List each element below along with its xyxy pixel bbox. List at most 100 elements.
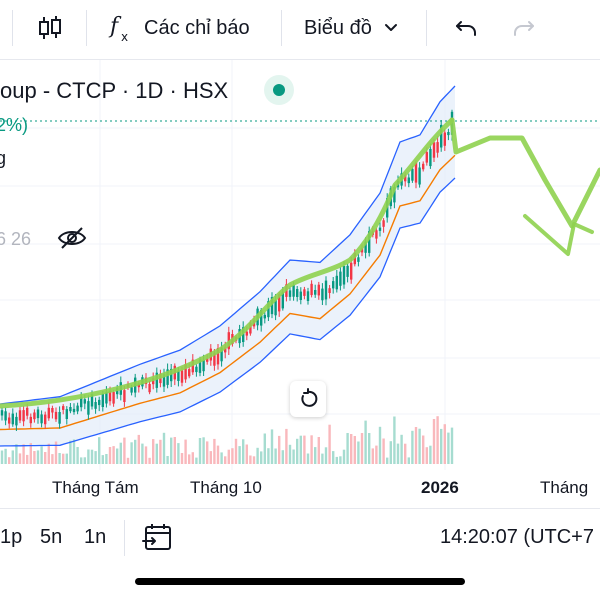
- candle-body: [195, 366, 198, 373]
- candle-body: [249, 322, 252, 334]
- volume-bar: [263, 433, 266, 464]
- candle-body: [447, 132, 450, 136]
- candlestick-button[interactable]: [36, 0, 66, 56]
- volume-bar: [371, 448, 374, 464]
- volume-bar: [51, 454, 54, 464]
- volume-bar: [418, 428, 421, 464]
- market-status-indicator[interactable]: [264, 75, 294, 105]
- candle-body: [368, 231, 371, 253]
- volume-bar: [195, 457, 198, 464]
- volume-bar: [123, 437, 126, 464]
- volume-bar: [191, 452, 194, 464]
- range-1n[interactable]: 1n: [84, 525, 107, 548]
- range-5n[interactable]: 5n: [40, 525, 63, 548]
- candle-body: [90, 394, 94, 407]
- x-axis-label: Tháng: [540, 478, 589, 497]
- candle-body: [47, 407, 50, 419]
- volume-bar: [22, 444, 25, 464]
- volume-bar: [80, 457, 83, 464]
- volume-bar: [281, 450, 284, 464]
- candle-body: [123, 390, 126, 402]
- volume-bar: [321, 453, 324, 464]
- toolbar-separator: [86, 10, 87, 46]
- volume-bar: [389, 441, 392, 464]
- volume-bar: [0, 450, 4, 464]
- volume-bar: [411, 430, 414, 464]
- candle-body: [101, 393, 104, 407]
- indicators-button[interactable]: f x Các chỉ báo: [108, 0, 250, 56]
- volume-bar: [339, 456, 342, 464]
- legend-indicator-values: 6 26: [0, 229, 32, 249]
- eye-off-icon[interactable]: [56, 226, 88, 250]
- price-change-percent: 2%): [0, 115, 29, 135]
- candle-body: [436, 142, 439, 153]
- candle-body: [404, 174, 407, 182]
- candle-body: [432, 142, 436, 158]
- clock-time[interactable]: 14:20:07 (UTC+7: [440, 525, 594, 548]
- volume-bar: [58, 453, 61, 464]
- candle-body: [94, 402, 97, 409]
- volume-bars: [0, 416, 454, 464]
- volume-bar: [288, 444, 292, 464]
- candle-body: [152, 378, 155, 385]
- volume-bar: [76, 447, 79, 464]
- candle-body: [40, 414, 43, 424]
- volume-bar: [98, 437, 101, 464]
- candle-body: [69, 407, 72, 412]
- volume-bar: [310, 435, 313, 464]
- volume-bar: [87, 449, 90, 464]
- volume-bar: [105, 454, 108, 464]
- date-range-button[interactable]: [142, 508, 174, 566]
- reset-icon: [301, 388, 318, 407]
- candle-body: [393, 186, 396, 203]
- bollinger-band-fill: [0, 86, 455, 446]
- undo-icon: [456, 21, 476, 36]
- legend-indicator-name: g: [0, 148, 7, 168]
- candle-body: [346, 265, 349, 277]
- volume-bar: [119, 442, 122, 464]
- volume-bar: [69, 440, 72, 464]
- volume-bar: [342, 449, 346, 464]
- volume-bar: [332, 451, 335, 464]
- volume-bar: [162, 432, 166, 464]
- volume-bar: [407, 457, 410, 464]
- undo-button[interactable]: [452, 0, 480, 56]
- volume-bar: [90, 449, 94, 464]
- bollinger-lower-line: [0, 177, 456, 447]
- reset-chart-button[interactable]: [290, 381, 326, 417]
- calendar-range-icon: [142, 524, 171, 550]
- candle-body: [148, 384, 151, 393]
- volume-bar: [242, 439, 245, 464]
- candle-body: [328, 288, 331, 293]
- bollinger-upper-line: [0, 85, 456, 405]
- volume-bar: [314, 447, 317, 464]
- volume-bar: [353, 436, 356, 464]
- candle-body: [260, 310, 263, 326]
- candle-body: [267, 301, 270, 318]
- candle-body: [36, 409, 40, 419]
- chart-type-dropdown[interactable]: Biểu đồ: [304, 0, 402, 56]
- volume-bar: [177, 443, 180, 464]
- volume-bar: [270, 429, 274, 464]
- volume-bar: [368, 433, 371, 464]
- redo-button[interactable]: [510, 0, 538, 56]
- volume-bar: [152, 439, 155, 464]
- price-chart[interactable]: [0, 0, 600, 510]
- candle-body: [407, 177, 410, 184]
- range-1p[interactable]: 1p: [0, 525, 23, 548]
- candle-body: [414, 162, 418, 183]
- candle-body: [429, 148, 432, 167]
- volume-bar: [324, 447, 328, 464]
- toolbar-divider: [0, 59, 600, 60]
- moving-average-line: [0, 154, 456, 431]
- candle-body: [8, 417, 11, 424]
- candle-body: [72, 408, 76, 413]
- toolbar-separator: [281, 10, 282, 46]
- volume-bar: [26, 454, 29, 464]
- volume-bar: [436, 416, 439, 464]
- symbol-legend[interactable]: oup - CTCP · 1D · HSX: [0, 78, 229, 103]
- volume-bar: [62, 453, 65, 464]
- volume-bar: [137, 434, 140, 464]
- volume-bar: [285, 428, 288, 464]
- volume-bar: [198, 438, 202, 464]
